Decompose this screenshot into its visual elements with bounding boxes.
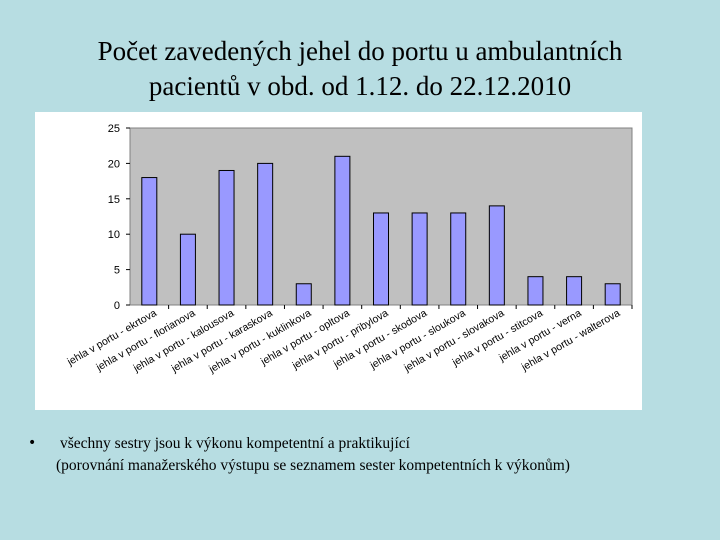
y-tick-label: 15 <box>108 194 120 206</box>
bar <box>295 283 312 306</box>
bar <box>257 162 274 306</box>
slide-title: Počet zavedených jehel do portu u ambula… <box>60 34 660 104</box>
bar <box>373 212 389 306</box>
y-tick-label: 5 <box>114 265 120 277</box>
bar <box>527 276 544 306</box>
bullet-line-1: všechny sestry jsou k výkonu kompetentní… <box>60 435 410 452</box>
bullet-item: všechny sestry jsou k výkonu kompetentní… <box>56 433 570 477</box>
bar <box>450 212 467 306</box>
y-tick-label: 0 <box>114 300 120 312</box>
bar <box>604 283 621 306</box>
bar <box>411 212 428 306</box>
bar <box>566 276 583 306</box>
bar <box>334 155 351 306</box>
bar <box>141 177 158 306</box>
y-tick-label: 10 <box>108 229 120 241</box>
bullet-line-2: (porovnání manažerského výstupu se sezna… <box>56 457 570 474</box>
bullet-icon: • <box>28 435 37 451</box>
y-tick-label: 25 <box>108 123 120 135</box>
slide-title-line-1: Počet zavedených jehel do portu u ambula… <box>97 36 623 66</box>
y-tick-label: 20 <box>108 158 120 170</box>
bar <box>179 233 196 306</box>
bar <box>218 169 235 306</box>
bar <box>488 205 505 306</box>
chart-panel: 0 5 10 15 20 25 jehla v portu - ekrtova jehla v… <box>35 112 642 410</box>
slide-title-line-2: pacientů v obd. od 1.12. do 22.12.2010 <box>148 71 572 101</box>
